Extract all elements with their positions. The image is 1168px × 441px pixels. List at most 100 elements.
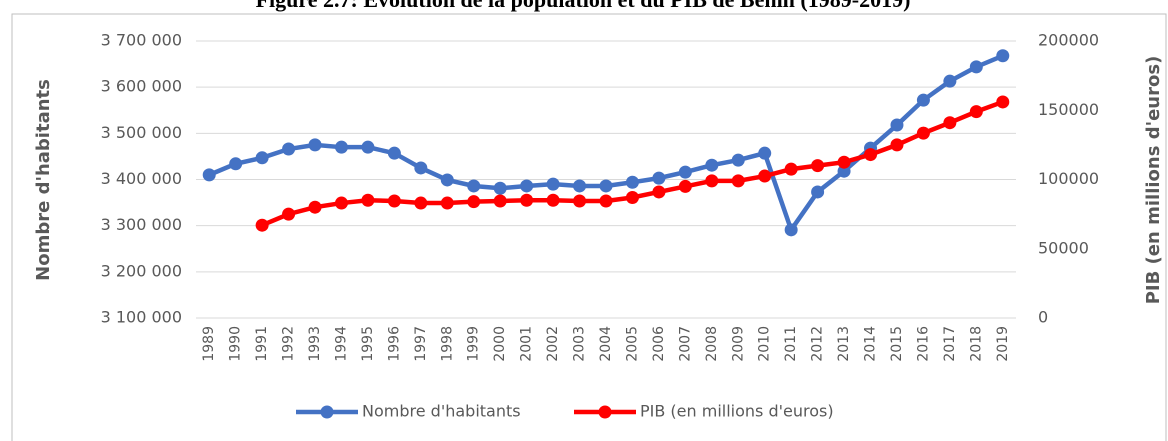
data-point bbox=[229, 157, 243, 171]
data-point bbox=[546, 177, 560, 191]
data-point bbox=[255, 218, 269, 232]
x-tick-label: 1992 bbox=[281, 326, 297, 362]
data-point bbox=[573, 194, 587, 208]
data-point bbox=[943, 116, 957, 130]
data-point bbox=[308, 138, 322, 152]
x-tick-label: 2016 bbox=[915, 326, 931, 362]
data-point bbox=[678, 179, 692, 193]
data-point bbox=[361, 140, 375, 154]
data-point bbox=[916, 126, 930, 140]
data-point bbox=[493, 194, 507, 208]
data-point bbox=[837, 155, 851, 169]
data-point bbox=[652, 185, 666, 199]
chart-title: Figure 2.7: Evolution de la population e… bbox=[256, 0, 911, 12]
data-point bbox=[282, 142, 296, 156]
data-point bbox=[334, 140, 348, 154]
y-tick-label: 3 500 000 bbox=[101, 123, 182, 142]
x-tick-label: 2019 bbox=[995, 326, 1011, 362]
data-point bbox=[414, 196, 428, 210]
x-tick-label: 2007 bbox=[677, 326, 693, 362]
x-tick-label: 2002 bbox=[545, 326, 561, 362]
x-tick-label: 2005 bbox=[624, 326, 640, 362]
y-tick-label: 3 400 000 bbox=[101, 169, 182, 188]
x-tick-label: 2008 bbox=[704, 326, 720, 362]
data-point bbox=[758, 169, 772, 183]
data-point bbox=[493, 181, 507, 195]
data-point bbox=[705, 158, 719, 172]
x-tick-label: 2003 bbox=[572, 326, 588, 362]
data-point bbox=[387, 194, 401, 208]
data-point bbox=[731, 153, 745, 167]
y-tick-label: 3 600 000 bbox=[101, 77, 182, 96]
data-point bbox=[969, 105, 983, 119]
x-tick-label: 2017 bbox=[942, 326, 958, 362]
legend-label: Nombre d'habitants bbox=[362, 402, 521, 421]
x-tick-label: 2001 bbox=[519, 326, 535, 362]
x-tick-label: 1999 bbox=[466, 326, 482, 362]
data-point bbox=[890, 138, 904, 152]
data-point bbox=[599, 179, 613, 193]
x-tick-label: 1995 bbox=[360, 326, 376, 362]
x-tick-label: 2013 bbox=[836, 326, 852, 362]
data-point bbox=[520, 179, 534, 193]
y2-tick-label: 0 bbox=[1038, 308, 1048, 327]
legend-label: PIB (en millions d'euros) bbox=[640, 402, 834, 421]
data-point bbox=[652, 171, 666, 185]
x-tick-label: 2004 bbox=[598, 326, 614, 362]
data-point bbox=[308, 200, 322, 214]
x-tick-label: 2011 bbox=[783, 326, 799, 362]
x-tick-label: 2018 bbox=[968, 326, 984, 362]
data-point bbox=[678, 165, 692, 179]
data-point bbox=[837, 164, 851, 178]
data-point bbox=[811, 185, 825, 199]
y-tick-label: 3 300 000 bbox=[101, 215, 182, 234]
x-tick-label: 1991 bbox=[254, 326, 270, 362]
data-point bbox=[811, 159, 825, 173]
x-tick-label: 1989 bbox=[201, 326, 217, 362]
data-point bbox=[520, 193, 534, 207]
data-point bbox=[599, 194, 613, 208]
data-point bbox=[996, 49, 1010, 63]
x-tick-label: 1990 bbox=[228, 326, 244, 362]
series-line bbox=[261, 99, 1004, 228]
y-axis-label: Nombre d'habitants bbox=[33, 79, 54, 281]
x-tick-label: 2000 bbox=[492, 326, 508, 362]
data-point bbox=[414, 161, 428, 175]
data-point bbox=[334, 196, 348, 210]
y-tick-label: 3 200 000 bbox=[101, 261, 182, 280]
data-point bbox=[573, 179, 587, 193]
data-point bbox=[705, 174, 719, 188]
data-point bbox=[440, 173, 454, 187]
x-tick-label: 2006 bbox=[651, 326, 667, 362]
y2-tick-label: 150000 bbox=[1038, 100, 1099, 119]
data-point bbox=[784, 223, 798, 237]
data-point bbox=[758, 146, 772, 160]
data-point bbox=[546, 193, 560, 207]
data-point bbox=[864, 148, 878, 162]
data-point bbox=[440, 196, 454, 210]
chart-border bbox=[11, 13, 1167, 441]
data-point bbox=[625, 191, 639, 205]
y-tick-label: 3 100 000 bbox=[101, 308, 182, 327]
data-point bbox=[916, 93, 930, 107]
data-point bbox=[996, 95, 1010, 109]
x-tick-label: 1994 bbox=[333, 326, 349, 362]
x-tick-label: 2010 bbox=[757, 326, 773, 362]
data-point bbox=[467, 195, 481, 209]
data-point bbox=[361, 193, 375, 207]
legend-marker bbox=[598, 405, 612, 419]
x-tick-label: 2012 bbox=[810, 326, 826, 362]
y2-axis-label: PIB (en millions d'euros) bbox=[1143, 56, 1164, 305]
y2-tick-label: 200000 bbox=[1038, 31, 1099, 50]
data-point bbox=[387, 146, 401, 160]
x-tick-label: 2014 bbox=[863, 326, 879, 362]
y2-tick-label: 100000 bbox=[1038, 169, 1099, 188]
x-tick-label: 1996 bbox=[386, 326, 402, 362]
x-tick-label: 2015 bbox=[889, 326, 905, 362]
y2-tick-label: 50000 bbox=[1038, 238, 1089, 257]
data-point bbox=[890, 118, 904, 132]
data-point bbox=[784, 162, 798, 176]
x-tick-label: 1998 bbox=[439, 326, 455, 362]
data-point bbox=[731, 174, 745, 188]
